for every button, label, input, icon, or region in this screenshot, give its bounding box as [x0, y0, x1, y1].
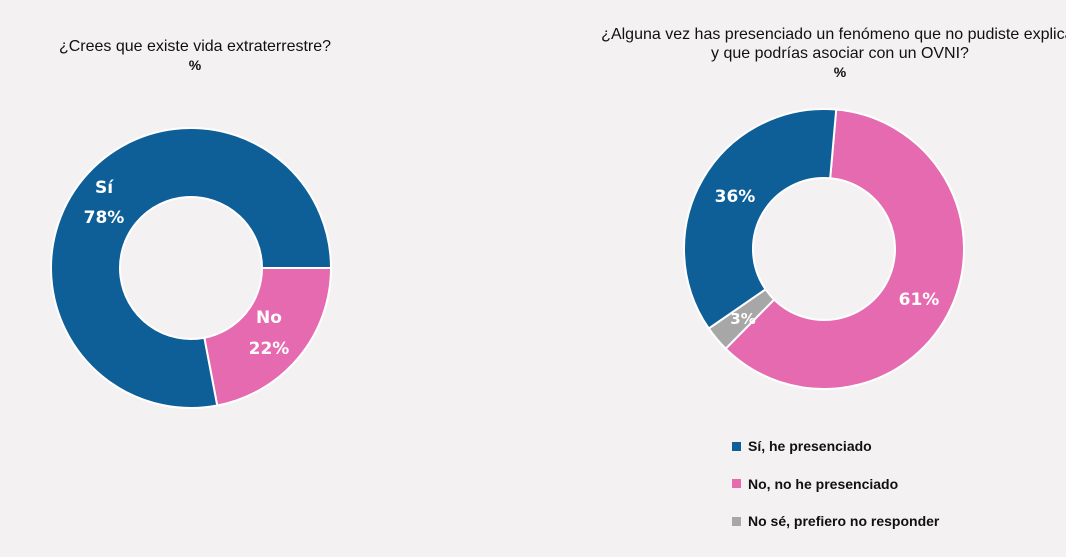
label-no-name: No	[256, 308, 282, 328]
legend-swatch-no	[732, 479, 741, 488]
label-36: 36%	[715, 187, 756, 207]
slice-no	[203, 267, 333, 407]
right-chart-title: ¿Alguna vez has presenciado un fenómeno …	[600, 25, 1066, 82]
label-61: 61%	[899, 290, 940, 310]
legend-swatch-si	[732, 441, 741, 451]
left-chart-title: ¿Crees que existe vida extraterrestre? %	[30, 37, 360, 75]
legend-item-ns: No sé, prefiero no responder	[732, 511, 939, 531]
slice-no-presenciado	[724, 108, 965, 390]
legend: Sí, he presenciado No, no he presenciado…	[732, 436, 939, 549]
left-subtitle: %	[188, 57, 202, 73]
legend-swatch-ns	[732, 516, 741, 526]
legend-item-si: Sí, he presenciado	[732, 436, 939, 456]
label-3: 3%	[730, 310, 755, 328]
legend-label-ns: No sé, prefiero no responder	[748, 513, 940, 529]
legend-label-si: Sí, he presenciado	[748, 438, 872, 454]
right-title-text: ¿Alguna vez has presenciado un fenómeno …	[601, 26, 1066, 62]
label-si-name: Sí	[95, 178, 114, 198]
right-subtitle: %	[833, 64, 847, 80]
legend-item-no: No, no he presenciado	[732, 474, 939, 494]
slice-si-presenciado	[683, 108, 838, 330]
label-no-value: 22%	[249, 339, 290, 359]
left-title-text: ¿Crees que existe vida extraterrestre?	[58, 38, 332, 55]
slice-si	[50, 127, 333, 409]
legend-label-no: No, no he presenciado	[748, 475, 899, 492]
label-si-value: 78%	[84, 208, 125, 228]
